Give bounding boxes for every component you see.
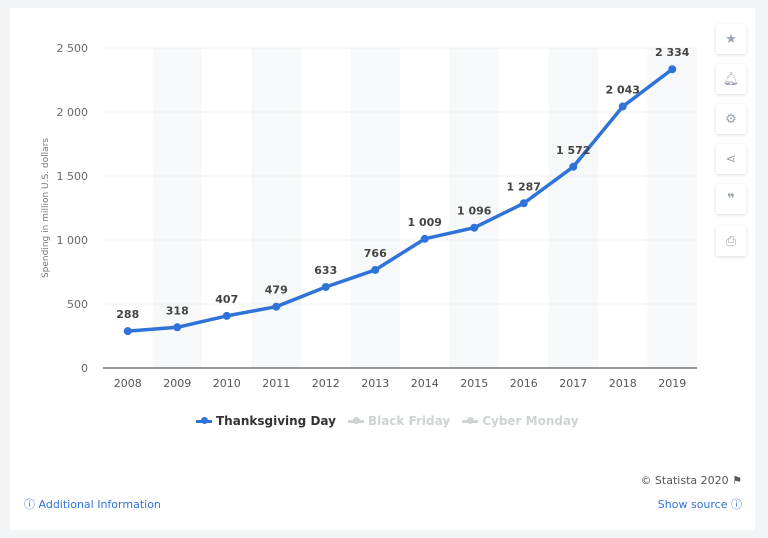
data-point	[569, 162, 578, 171]
column-band	[152, 48, 202, 368]
y-tick-label: 2 500	[57, 42, 89, 55]
data-label: 633	[314, 264, 337, 277]
data-point	[618, 102, 627, 111]
x-tick-label: 2013	[361, 377, 389, 390]
print-icon[interactable]: ⎙	[716, 226, 746, 256]
data-label: 1 287	[507, 180, 541, 193]
legend-marker-icon	[347, 417, 364, 424]
data-label: 1 096	[457, 205, 492, 218]
show-source-label: Show source	[657, 498, 728, 511]
gear-icon[interactable]: ⚙	[716, 104, 746, 134]
data-point	[668, 65, 677, 74]
legend: Thanksgiving Day Black Friday Cyber Mond…	[196, 414, 579, 428]
additional-info-label: Additional Information	[38, 498, 161, 511]
quote-icon[interactable]: ❞	[716, 184, 746, 214]
copyright-text: © Statista 2020	[640, 474, 729, 487]
column-band	[350, 48, 400, 368]
y-tick-label: 500	[67, 298, 88, 311]
x-tick-label: 2016	[510, 377, 538, 390]
x-tick-label: 2014	[411, 377, 439, 390]
legend-label: Thanksgiving Day	[216, 414, 336, 428]
data-point	[470, 223, 479, 232]
data-point	[123, 327, 132, 336]
legend-item-thanksgiving[interactable]: Thanksgiving Day	[196, 414, 336, 428]
bell-icon[interactable]: 🔔︎	[716, 64, 746, 94]
y-tick-label: 1 000	[57, 234, 89, 247]
flag-icon[interactable]: ⚑	[732, 474, 742, 487]
show-source-link[interactable]: Show source ⓘ	[657, 498, 742, 511]
series-line	[127, 67, 674, 333]
x-tick-label: 2008	[114, 377, 142, 390]
y-axis-label: Spending in million U.S. dollars	[41, 138, 51, 278]
share-icon[interactable]: ⋖	[716, 144, 746, 174]
x-tick-label: 2012	[312, 377, 340, 390]
copyright: © Statista 2020 ⚑	[640, 474, 742, 487]
legend-item-cyber-monday[interactable]: Cyber Monday	[462, 414, 579, 428]
x-tick-label: 2019	[658, 377, 686, 390]
y-tick-label: 2 000	[57, 106, 89, 119]
column-band	[548, 48, 598, 368]
y-tick-label: 0	[81, 362, 88, 375]
legend-marker-icon	[196, 417, 212, 424]
data-point	[371, 265, 380, 274]
data-label: 766	[364, 247, 387, 260]
legend-label: Black Friday	[367, 414, 451, 428]
column-band	[647, 48, 697, 368]
data-label: 1 009	[408, 216, 442, 229]
legend-marker-icon	[462, 417, 479, 424]
x-tick-label: 2011	[262, 377, 290, 390]
x-tick-label: 2018	[609, 377, 637, 390]
additional-information-link[interactable]: ⓘ Additional Information	[24, 498, 161, 511]
data-point	[321, 282, 330, 291]
data-label: 479	[265, 284, 288, 297]
column-band	[251, 48, 301, 368]
y-tick-label: 1 500	[57, 170, 89, 183]
x-tick-label: 2015	[460, 377, 488, 390]
column-band	[449, 48, 499, 368]
data-point	[173, 323, 182, 332]
data-label: 318	[166, 304, 189, 317]
data-label: 407	[215, 293, 238, 306]
data-label: 2 043	[606, 83, 640, 96]
data-label: 1 572	[556, 144, 590, 157]
x-tick-label: 2010	[213, 377, 241, 390]
x-tick-label: 2017	[559, 377, 587, 390]
x-tick-label: 2009	[163, 377, 191, 390]
legend-item-black-friday[interactable]: Black Friday	[347, 414, 451, 428]
data-point	[420, 234, 429, 243]
data-point	[519, 199, 528, 208]
data-point	[272, 302, 281, 311]
data-point	[222, 311, 231, 320]
legend-label: Cyber Monday	[482, 414, 579, 428]
data-label: 288	[116, 308, 139, 321]
data-label: 2 334	[655, 46, 690, 59]
star-icon[interactable]: ★	[716, 24, 746, 54]
